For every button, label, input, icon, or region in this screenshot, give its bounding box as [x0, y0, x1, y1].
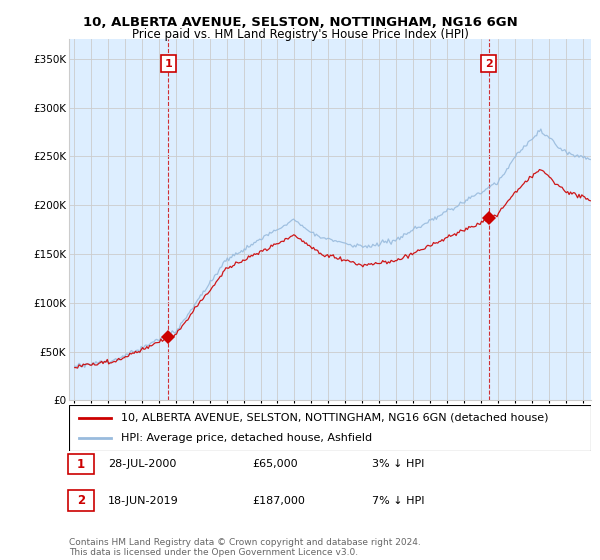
Text: £187,000: £187,000	[252, 496, 305, 506]
Text: 2: 2	[485, 59, 493, 69]
Text: 3% ↓ HPI: 3% ↓ HPI	[372, 459, 424, 469]
Text: 28-JUL-2000: 28-JUL-2000	[108, 459, 176, 469]
Text: 7% ↓ HPI: 7% ↓ HPI	[372, 496, 425, 506]
Text: £65,000: £65,000	[252, 459, 298, 469]
Text: HPI: Average price, detached house, Ashfield: HPI: Average price, detached house, Ashf…	[121, 433, 373, 443]
Text: 10, ALBERTA AVENUE, SELSTON, NOTTINGHAM, NG16 6GN: 10, ALBERTA AVENUE, SELSTON, NOTTINGHAM,…	[83, 16, 517, 29]
Text: 1: 1	[164, 59, 172, 69]
Text: Contains HM Land Registry data © Crown copyright and database right 2024.
This d: Contains HM Land Registry data © Crown c…	[69, 538, 421, 557]
Text: 1: 1	[77, 458, 85, 471]
Text: Price paid vs. HM Land Registry's House Price Index (HPI): Price paid vs. HM Land Registry's House …	[131, 28, 469, 41]
Text: 18-JUN-2019: 18-JUN-2019	[108, 496, 179, 506]
Text: 2: 2	[77, 494, 85, 507]
Text: 10, ALBERTA AVENUE, SELSTON, NOTTINGHAM, NG16 6GN (detached house): 10, ALBERTA AVENUE, SELSTON, NOTTINGHAM,…	[121, 413, 549, 423]
